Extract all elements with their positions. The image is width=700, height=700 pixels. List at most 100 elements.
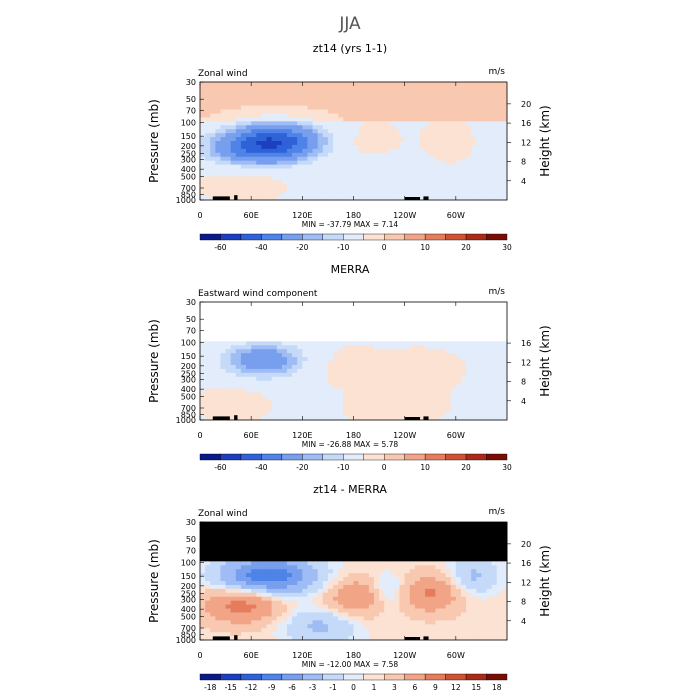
heatmap-cell	[420, 416, 426, 421]
heatmap-cell	[317, 337, 324, 342]
heatmap-cell	[471, 337, 477, 342]
heatmap-cell	[338, 152, 344, 158]
heatmap-cell	[368, 176, 375, 181]
heatmap-cell	[302, 396, 308, 401]
heatmap-cell	[333, 376, 339, 382]
heatmap-cell	[302, 537, 308, 543]
heatmap-cell	[348, 408, 354, 413]
heatmap-cell	[455, 345, 462, 350]
heatmap-cell	[317, 380, 324, 386]
heatmap-cell	[251, 168, 257, 173]
colorbar-swatch	[240, 453, 262, 461]
heatmap-cell	[235, 82, 242, 87]
heatmap-cell	[501, 345, 508, 350]
heatmap-cell	[368, 196, 375, 201]
heatmap-cell	[491, 380, 498, 386]
heatmap-cell	[205, 361, 211, 366]
heatmap-cell	[327, 561, 334, 566]
heatmap-cell	[481, 172, 488, 177]
heatmap-cell	[348, 176, 354, 181]
heatmap-cell	[501, 172, 508, 177]
heatmap-cell	[476, 105, 482, 111]
heatmap-cell	[338, 121, 344, 126]
heatmap-cell	[240, 604, 247, 610]
heatmap-cell	[343, 396, 349, 401]
heatmap-cell	[389, 612, 395, 617]
colorbar-swatch	[220, 453, 242, 461]
heatmap-cell	[476, 305, 482, 311]
heatmap-cell	[348, 577, 354, 582]
heatmap-cell	[384, 604, 390, 610]
heatmap-cell	[292, 624, 298, 629]
heatmap-cell	[379, 82, 385, 87]
heatmap-cell	[496, 141, 503, 146]
heatmap-cell	[420, 160, 426, 166]
heatmap-cell	[358, 604, 365, 610]
heatmap-cell	[430, 345, 436, 350]
heatmap-cell	[404, 372, 411, 378]
heatmap-cell	[445, 396, 452, 401]
heatmap-cell	[240, 561, 247, 566]
heatmap-cell	[292, 604, 298, 610]
heatmap-cell	[440, 133, 447, 138]
heatmap-cell	[440, 329, 447, 334]
heatmap-cell	[322, 144, 329, 150]
heatmap-cell	[210, 396, 216, 401]
colorbar-swatch	[302, 233, 324, 241]
colorbar-label: -10	[337, 243, 349, 252]
heatmap-cell	[317, 388, 324, 393]
heatmap-cell	[297, 416, 303, 421]
heatmap-cell	[292, 172, 298, 177]
heatmap-cell	[271, 632, 278, 637]
heatmap-cell	[312, 584, 319, 590]
heatmap-cell	[409, 380, 416, 386]
heatmap-cell	[379, 565, 385, 570]
heatmap-cell	[210, 121, 216, 126]
heatmap-cell	[302, 364, 308, 370]
heatmap-cell	[481, 113, 488, 118]
heatmap-cell	[210, 533, 216, 539]
heatmap-cell	[210, 89, 216, 95]
heatmap-cell	[322, 596, 329, 602]
heatmap-cell	[317, 404, 324, 409]
heatmap-cell	[292, 85, 298, 91]
heatmap-cell	[368, 549, 375, 554]
heatmap-cell	[261, 148, 268, 154]
heatmap-cell	[343, 416, 349, 421]
heatmap-cell	[281, 384, 288, 390]
heatmap-cell	[281, 109, 288, 114]
heatmap-cell	[200, 549, 206, 554]
heatmap-cell	[276, 549, 283, 554]
heatmap-cell	[200, 188, 206, 193]
heatmap-cell	[333, 616, 339, 621]
heatmap-cell	[348, 188, 354, 193]
heatmap-cell	[333, 302, 339, 307]
heatmap-cell	[466, 309, 472, 315]
heatmap-cell	[251, 541, 257, 547]
heatmap-cell	[471, 164, 477, 170]
heatmap-cell	[496, 368, 503, 374]
heatmap-cell	[235, 97, 242, 103]
heatmap-cell	[333, 184, 339, 189]
heatmap-cell	[256, 89, 262, 95]
heatmap-cell	[205, 376, 211, 382]
heatmap-cell	[455, 176, 462, 181]
heatmap-cell	[251, 400, 257, 405]
heatmap-cell	[389, 372, 395, 378]
heatmap-cell	[420, 148, 426, 154]
heatmap-cell	[409, 133, 416, 138]
heatmap-cell	[235, 109, 242, 114]
heatmap-cell	[363, 557, 370, 562]
heatmap-cell	[389, 364, 395, 370]
heatmap-cell	[363, 302, 370, 307]
heatmap-cell	[358, 349, 365, 354]
heatmap-cell	[302, 148, 308, 154]
heatmap-cell	[235, 573, 242, 578]
heatmap-cell	[281, 372, 288, 378]
heatmap-cell	[363, 192, 370, 197]
heatmap-cell	[373, 392, 380, 397]
heatmap-cell	[445, 404, 452, 409]
heatmap-cell	[251, 341, 257, 346]
heatmap-cell	[363, 341, 370, 346]
heatmap-cell	[276, 592, 283, 598]
